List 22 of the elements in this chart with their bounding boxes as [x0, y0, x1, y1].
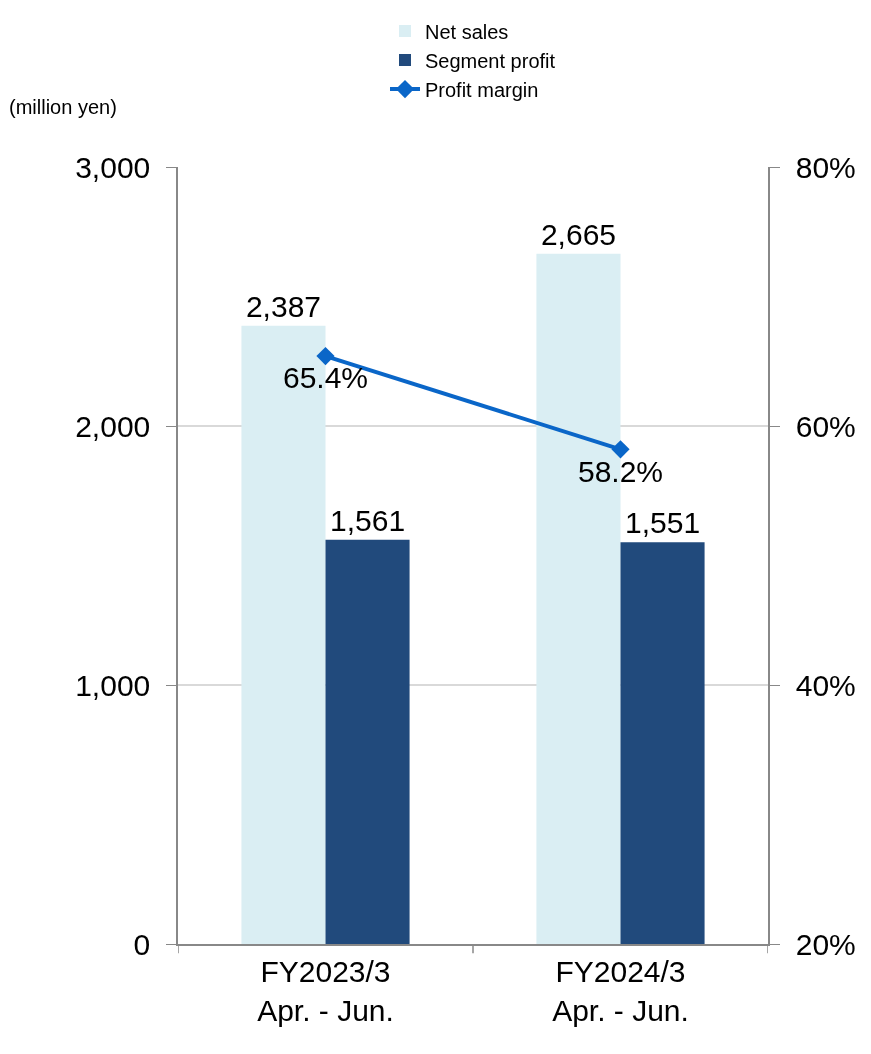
- x-tick-label: FY2024/3 Apr. - Jun.: [552, 954, 689, 1027]
- legend-label: Segment profit: [425, 49, 556, 72]
- y-tick-label: 2,000: [75, 409, 151, 443]
- legend-label: Profit margin: [425, 78, 539, 101]
- y-tick-label: 3,000: [75, 150, 151, 184]
- y-tick-label: 1,000: [75, 668, 151, 702]
- y2-tick-label: 60%: [795, 409, 856, 443]
- bar: [325, 539, 410, 944]
- data-label: 1,561: [330, 503, 406, 537]
- data-label: 2,665: [540, 217, 616, 251]
- y-tick-label: 0: [133, 927, 151, 961]
- data-label: 65.4%: [282, 361, 369, 395]
- data-label: 58.2%: [577, 454, 664, 488]
- legend-label: Net sales: [425, 20, 509, 43]
- y2-tick-label: 40%: [795, 668, 856, 702]
- data-label: 2,387: [245, 289, 321, 323]
- bar: [620, 542, 705, 944]
- data-label: 1,551: [625, 506, 701, 540]
- text: (million yen): [9, 96, 117, 118]
- y2-tick-label: 80%: [795, 150, 856, 184]
- y2-tick-label: 20%: [795, 927, 856, 961]
- x-tick-label: FY2023/3 Apr. - Jun.: [257, 954, 394, 1027]
